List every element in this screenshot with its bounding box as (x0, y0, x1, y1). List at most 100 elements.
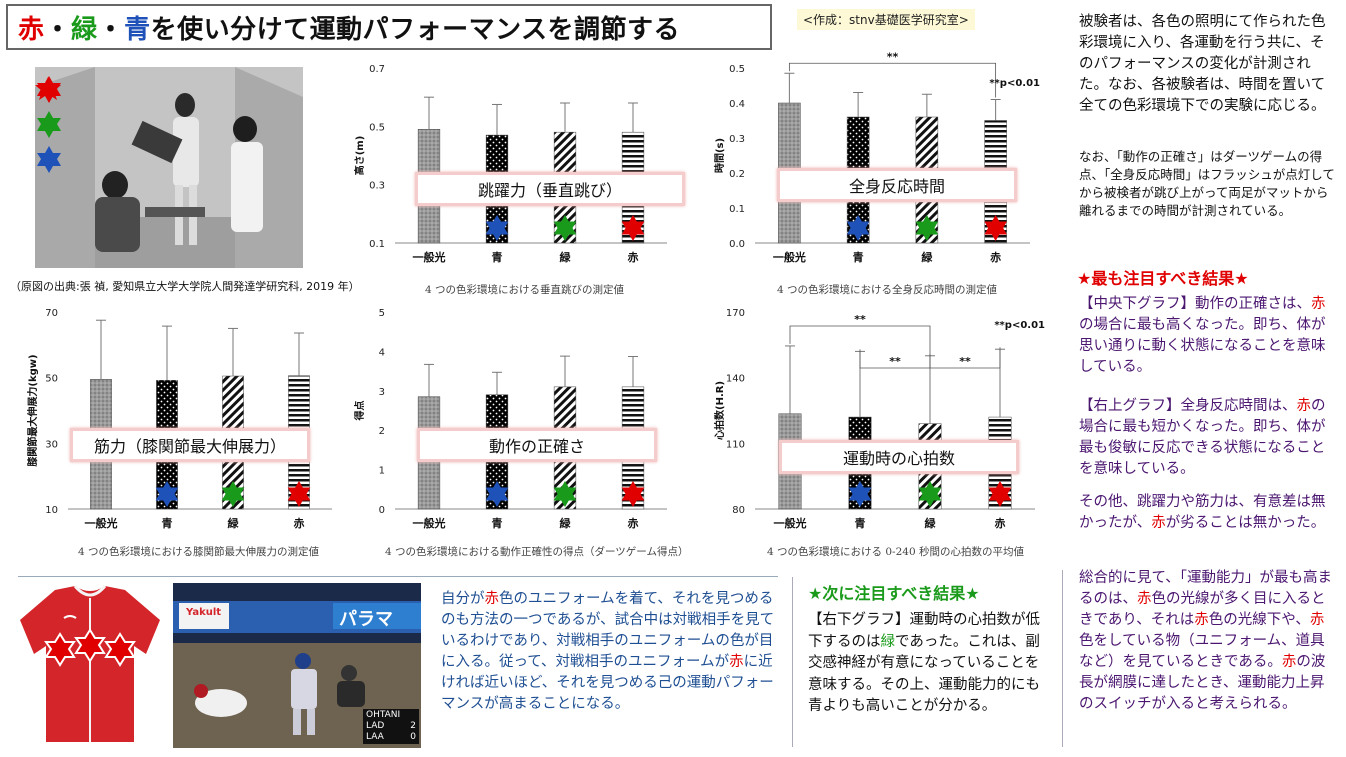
chart-caption: 4 つの色彩環境における垂直跳びの測定値 (425, 284, 625, 296)
significance-mark: ** (959, 355, 971, 368)
red-star-icon (74, 628, 106, 663)
y-tick-label: 3 (379, 387, 385, 398)
key-result-heading: ★最も注目すべき結果★ (1077, 269, 1249, 288)
title-sep: ・ (97, 14, 125, 45)
x-tick-label: 青 (162, 516, 173, 530)
y-tick-label: 0.3 (729, 134, 745, 145)
y-tick-label: 0.0 (729, 239, 745, 250)
green-star-icon (37, 111, 61, 138)
title-rest: を使い分けて運動パフォーマンスを調節する (150, 14, 681, 45)
chart-overlay-label: 跳躍力（垂直跳び） (415, 172, 685, 206)
y-tick-label: 10 (45, 505, 58, 516)
summary-text: 総合的に見て、「運動能力」が最も高まるのは、赤色の光線が多く目に入るときであり、… (1079, 570, 1333, 712)
blue-star-icon (155, 481, 179, 507)
chart-jump: 0.1 0.3 0.5 0.7 高さ(m) 一般光 青 緑 赤 跳躍力（垂直跳び） 4 つの色彩環境… (345, 60, 685, 296)
chart-caption: 4 つの色彩環境における 0-240 秒間の心拍数の平均値 (767, 546, 1024, 558)
blue-star-icon (846, 215, 870, 241)
y-tick-label: 0.1 (369, 239, 385, 250)
chart-heart: 80 110 140 170 心拍数(H.R) 一般光 青 緑 赤 ** ** ** **p<0.01 運… (705, 304, 1045, 558)
y-tick-label: 0.5 (369, 122, 385, 133)
y-axis-label: 膝関節最大伸展力(kgw) (26, 354, 39, 466)
x-tick-label: 青 (492, 516, 503, 530)
chart-overlay-label: 筋力（膝関節最大伸展力） (70, 428, 310, 462)
red-star-icon (287, 481, 311, 507)
y-axis-label: 得点 (353, 401, 366, 422)
chart-accuracy: 0 1 2 3 4 5 得点 一般光 青 緑 赤 動作の正確さ 4 つの色彩環境における動作正確性の得点… (345, 304, 689, 558)
significance-bracket (789, 325, 931, 354)
key-result-3: その他、跳躍力や筋力は、有意差は無かったが、赤が劣ることは無かった。 (1079, 494, 1326, 531)
chart-overlay-label: 全身反応時間 (777, 168, 1017, 202)
x-tick-label: 一般光 (85, 516, 118, 530)
chart-caption: 4 つの色彩環境における動作正確性の得点（ダーツゲーム得点） (385, 546, 689, 558)
divider (1062, 570, 1063, 747)
title-sep: ・ (44, 14, 72, 45)
author-tag: <作成：stnv基礎医学研究室> (797, 9, 975, 30)
key-result-2: 【右上グラフ】全身反応時間は、赤の場合に最も短かくなった。即ち、体が最も俊敏に反… (1079, 398, 1326, 477)
page-title: 赤・緑・青を使い分けて運動パフォーマンスを調節する (6, 4, 772, 50)
photo-caption: （原図の出典:張 禎, 愛知県立大学大学院人間発達学研究科, 2019 年） (10, 280, 360, 293)
x-tick-label: 一般光 (773, 250, 806, 264)
blue-star-icon (848, 481, 872, 507)
y-tick-label: 0.2 (729, 169, 745, 180)
y-tick-label: 110 (726, 439, 745, 450)
title-blue: 青 (124, 14, 151, 45)
x-tick-label: 一般光 (413, 516, 446, 530)
y-tick-label: 1 (379, 466, 385, 477)
x-tick-label: 緑 (228, 516, 240, 530)
center-explanation: 自分が赤色のユニフォームを着て、それを見つめるのも方法の一つであるが、試合中は対… (441, 591, 775, 712)
baseball-game-photo: Yakult パラマ OHTANI LAD 2 LAA 0 (173, 583, 421, 748)
note-text: なお、「動作の正確さ」はダーツゲームの得点、「全身反応時間」はフラッシュが点灯し… (1079, 149, 1335, 218)
blue-star-icon (485, 215, 509, 241)
green-star-icon (221, 481, 245, 507)
lab-photo (35, 67, 303, 268)
y-tick-label: 0.5 (729, 64, 745, 75)
y-tick-label: 2 (379, 426, 385, 437)
next-result-text: 【右下グラフ】運動時の心拍数が低下するのは緑であった。これは、副交感神経が有意に… (808, 612, 1040, 714)
y-tick-label: 0.3 (369, 181, 385, 192)
significance-mark: ** (854, 313, 866, 326)
y-tick-label: 50 (45, 374, 58, 385)
chart-caption: 4 つの色彩環境における全身反応時間の測定値 (777, 284, 998, 296)
red-star-icon (44, 632, 76, 667)
x-tick-label: 緑 (921, 250, 933, 264)
chart-overlay-label: 運動時の心拍数 (779, 440, 1019, 474)
x-tick-label: 赤 (294, 516, 305, 530)
chart-overlay-label: 動作の正確さ (417, 428, 657, 462)
y-tick-label: 0 (379, 505, 385, 516)
scoreboard: OHTANI LAD 2 LAA 0 (363, 709, 419, 744)
significance-bracket (929, 347, 1001, 369)
red-star-icon (988, 481, 1012, 507)
sponsor-banner: Yakult (186, 607, 222, 618)
sponsor-banner: パラマ (339, 609, 393, 630)
chart-svg: 80 110 140 170 心拍数(H.R) 一般光 青 緑 赤 ** ** ** **p<0.01 (713, 308, 1045, 530)
significance-note: **p<0.01 (994, 320, 1045, 331)
divider (18, 576, 778, 577)
y-tick-label: 0.4 (729, 99, 745, 110)
blue-star-icon (37, 146, 61, 173)
y-axis-label: 心拍数(H.R) (713, 381, 726, 440)
x-tick-label: 緑 (925, 516, 937, 530)
intro-text: 被験者は、各色の照明にて作られた色彩環境に入り、各運動を行う共に、そのパフォーマ… (1079, 14, 1326, 114)
y-axis-label: 時間(s) (713, 138, 726, 173)
green-star-icon (553, 481, 577, 507)
y-tick-label: 140 (726, 374, 745, 385)
chart-caption: 4 つの色彩環境における膝関節最大伸展力の測定値 (78, 546, 320, 558)
x-tick-label: 緑 (560, 250, 572, 264)
x-tick-label: 青 (853, 250, 864, 264)
red-star-icon (621, 215, 645, 241)
divider (792, 577, 793, 747)
significance-mark: ** (887, 50, 899, 63)
x-tick-label: 赤 (628, 250, 639, 264)
y-tick-label: 0.1 (729, 204, 745, 215)
y-axis-label: 高さ(m) (353, 136, 366, 176)
x-tick-label: 青 (492, 250, 503, 264)
x-tick-label: 一般光 (774, 516, 807, 530)
green-star-icon (915, 215, 939, 241)
x-tick-label: 赤 (990, 250, 1001, 264)
y-tick-label: 170 (726, 308, 745, 319)
y-tick-label: 80 (732, 505, 745, 516)
red-star-icon (104, 632, 136, 667)
chart-reaction: 0.0 0.1 0.2 0.3 0.4 0.5 時間(s) 一般光 青 緑 赤 ** **p<0.01 全… (705, 50, 1040, 296)
x-tick-label: 一般光 (413, 250, 446, 264)
significance-note: **p<0.01 (989, 78, 1040, 89)
